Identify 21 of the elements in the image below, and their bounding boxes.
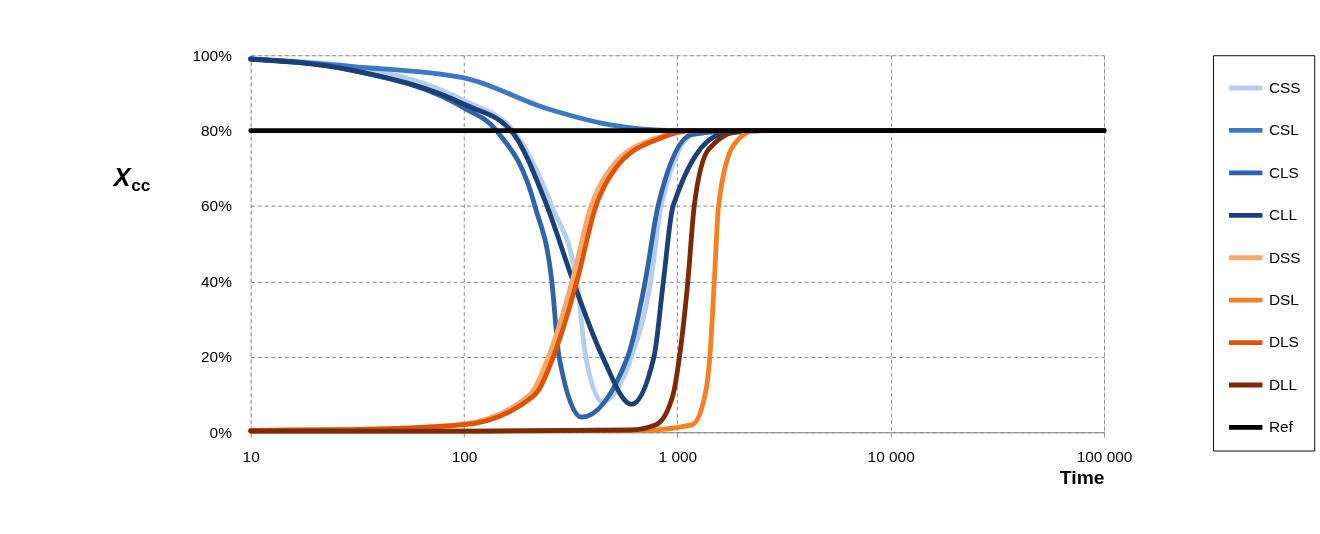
x-axis-title: Time xyxy=(1059,466,1105,488)
x-tick-label: 10 xyxy=(242,447,260,465)
legend-label: Ref xyxy=(1268,418,1294,436)
legend-label: CSL xyxy=(1268,121,1300,139)
y-tick-label: 40% xyxy=(201,272,233,290)
x-tick-label: 10 000 xyxy=(867,447,915,465)
y-tick-label: 80% xyxy=(201,121,233,139)
legend-label: DSL xyxy=(1268,290,1300,308)
y-tick-label: 0% xyxy=(209,423,233,441)
legend-label: CLS xyxy=(1268,163,1299,181)
legend-label: CLL xyxy=(1268,206,1298,224)
legend-label: DSS xyxy=(1268,248,1301,266)
x-tick-label: 100 xyxy=(451,447,478,465)
legend-label: CSS xyxy=(1268,78,1301,96)
y-tick-label: 100% xyxy=(192,46,233,64)
x-tick-label: 1 000 xyxy=(658,447,698,465)
legend-label: DLS xyxy=(1268,333,1299,351)
x-tick-label: 100 000 xyxy=(1076,447,1133,465)
y-tick-label: 20% xyxy=(201,348,233,366)
legend-label: DLL xyxy=(1268,375,1298,393)
y-tick-label: 60% xyxy=(201,197,233,215)
